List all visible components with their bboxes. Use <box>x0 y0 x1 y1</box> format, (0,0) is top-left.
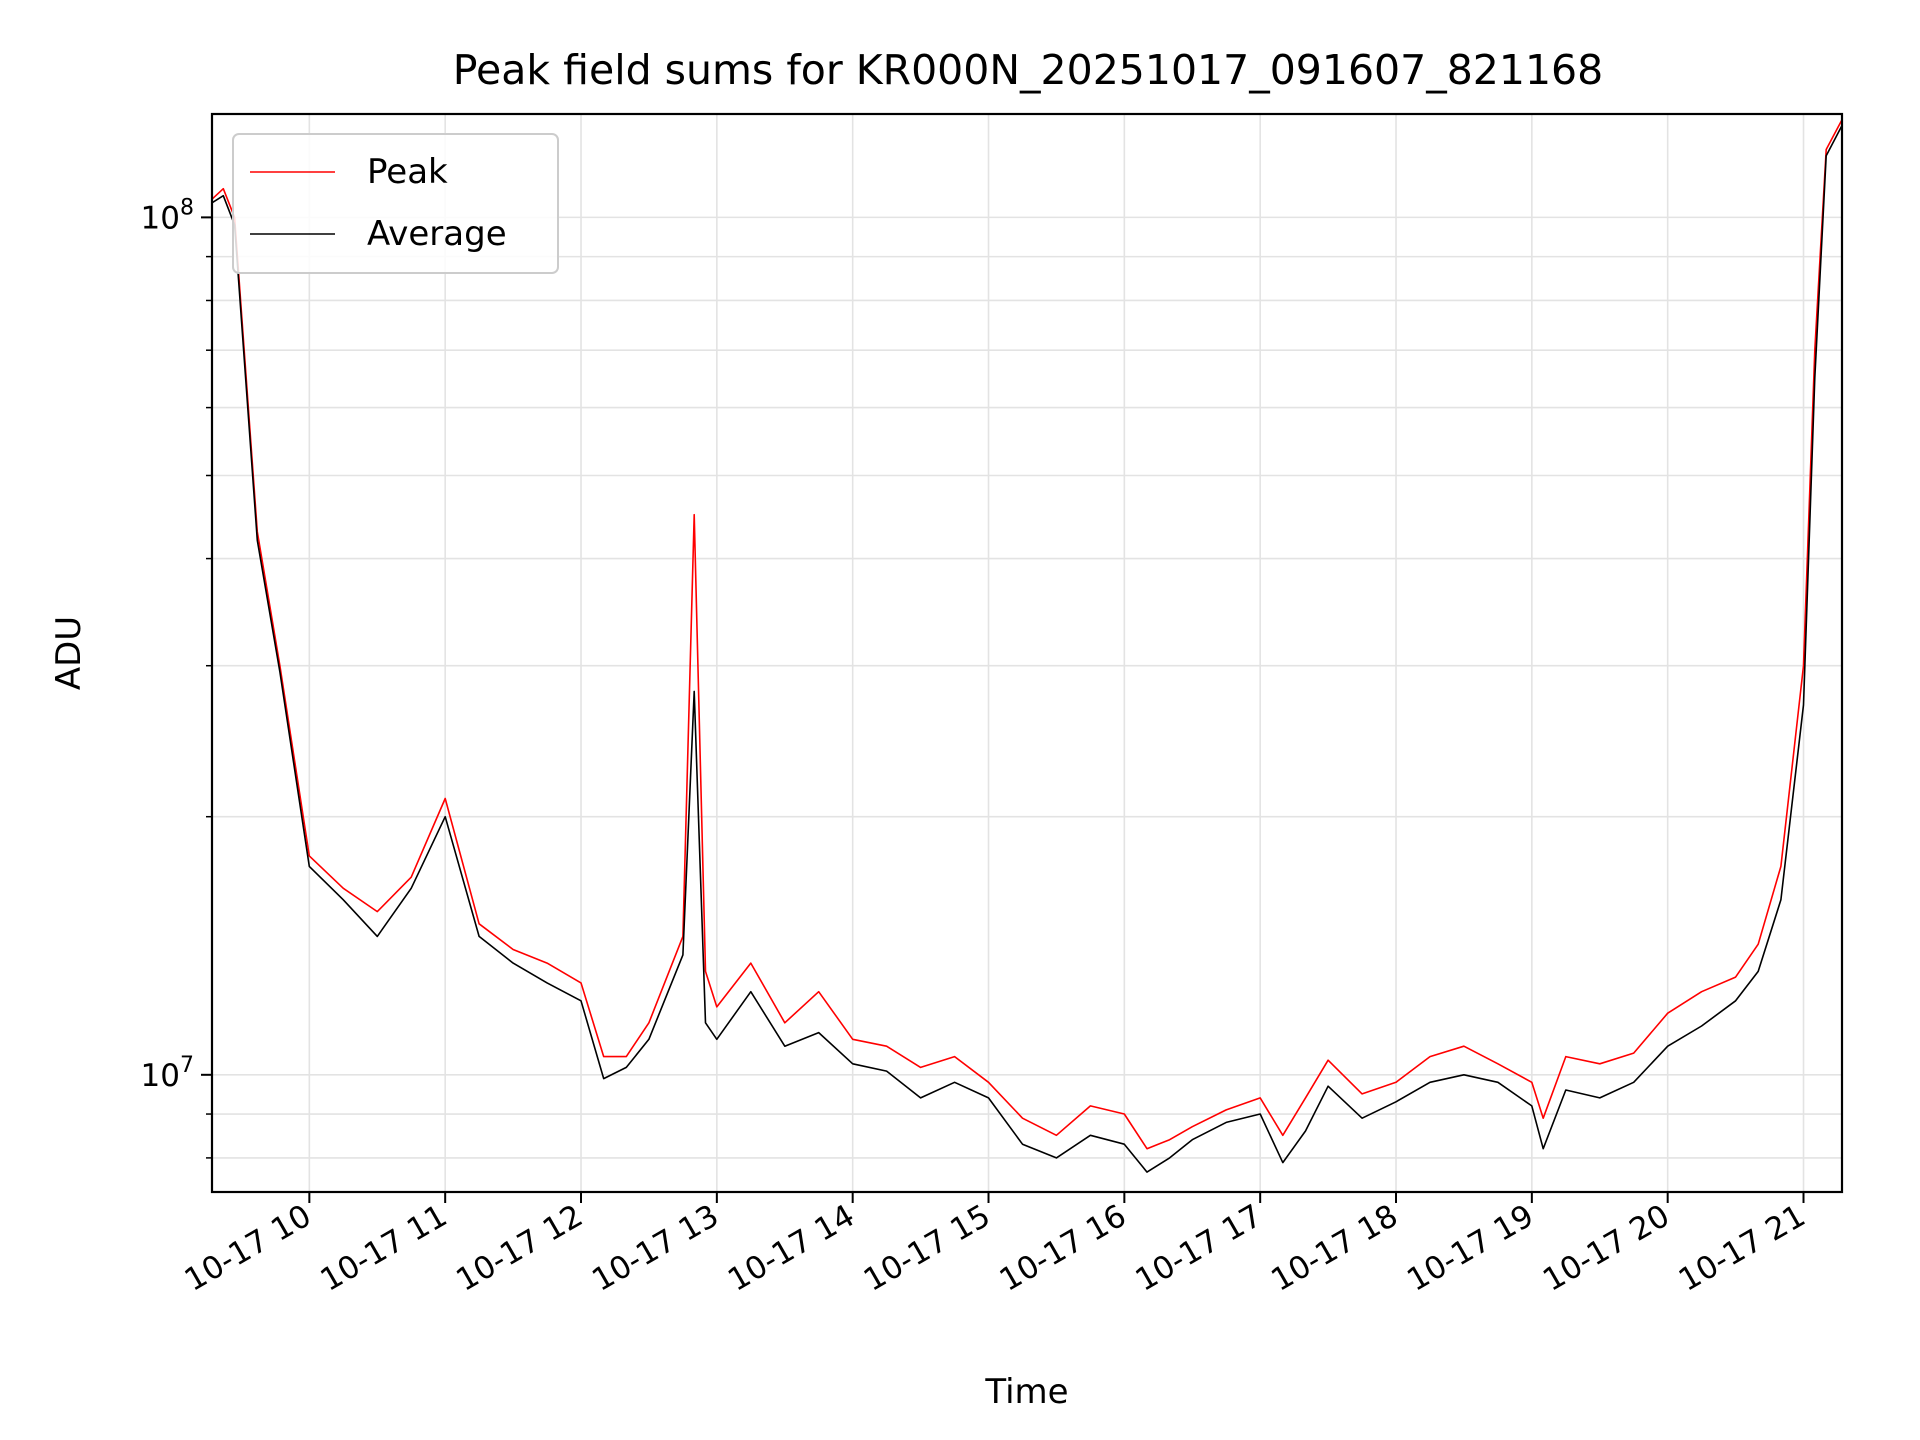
plot-frame <box>210 112 1844 1194</box>
y-axis: 107 108 <box>141 195 212 1159</box>
legend-label-average: Average <box>367 214 507 254</box>
legend-label-peak: Peak <box>367 152 448 192</box>
series-line-peak <box>211 119 1843 1150</box>
y-tick-label: 107 <box>141 1053 194 1094</box>
legend-box <box>232 133 559 274</box>
chart-title: Peak field sums for KR000N_20251017_0916… <box>453 46 1603 94</box>
series-group <box>211 119 1843 1173</box>
series-line-average <box>211 125 1843 1173</box>
x-axis-label: Time <box>984 1372 1068 1412</box>
legend: Peak Average <box>232 133 559 274</box>
y-tick-label: 108 <box>141 195 194 236</box>
y-axis-label: ADU <box>49 616 89 690</box>
